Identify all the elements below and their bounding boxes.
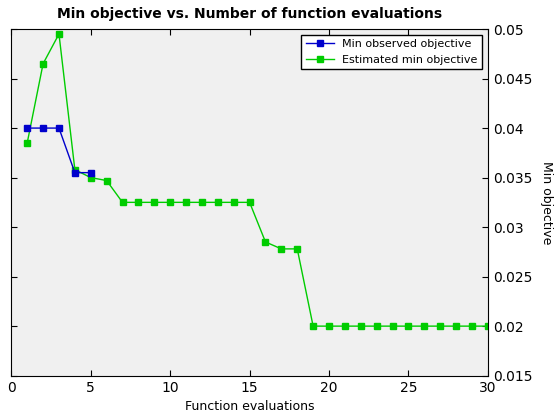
Min observed objective [87,170,94,175]
Min observed objective [55,126,62,131]
Estimated min objective [119,200,126,205]
Estimated min objective [484,323,491,328]
Line: Estimated min objective: Estimated min objective [25,31,491,329]
Estimated min objective [151,200,158,205]
Estimated min objective [294,247,301,252]
Estimated min objective [230,200,237,205]
Legend: Min observed objective, Estimated min objective: Min observed objective, Estimated min ob… [301,34,482,69]
Estimated min objective [55,32,62,37]
Min observed objective [40,126,46,131]
Estimated min objective [405,323,412,328]
Estimated min objective [167,200,174,205]
Estimated min objective [246,200,253,205]
Estimated min objective [389,323,396,328]
Estimated min objective [421,323,428,328]
Estimated min objective [374,323,380,328]
Estimated min objective [310,323,316,328]
Estimated min objective [357,323,364,328]
Estimated min objective [452,323,459,328]
Min observed objective [24,126,31,131]
Estimated min objective [214,200,221,205]
Min observed objective [72,170,78,175]
Estimated min objective [342,323,348,328]
Estimated min objective [24,140,31,145]
Estimated min objective [135,200,142,205]
Estimated min objective [326,323,333,328]
Estimated min objective [103,178,110,183]
Estimated min objective [183,200,189,205]
Y-axis label: Min objective: Min objective [540,161,553,244]
Estimated min objective [262,239,269,244]
X-axis label: Function evaluations: Function evaluations [185,400,314,413]
Estimated min objective [199,200,206,205]
Estimated min objective [87,175,94,180]
Estimated min objective [72,167,78,172]
Estimated min objective [437,323,444,328]
Estimated min objective [40,61,46,66]
Estimated min objective [469,323,475,328]
Line: Min observed objective: Min observed objective [25,125,94,176]
Title: Min objective vs. Number of function evaluations: Min objective vs. Number of function eva… [57,7,442,21]
Estimated min objective [278,247,284,252]
